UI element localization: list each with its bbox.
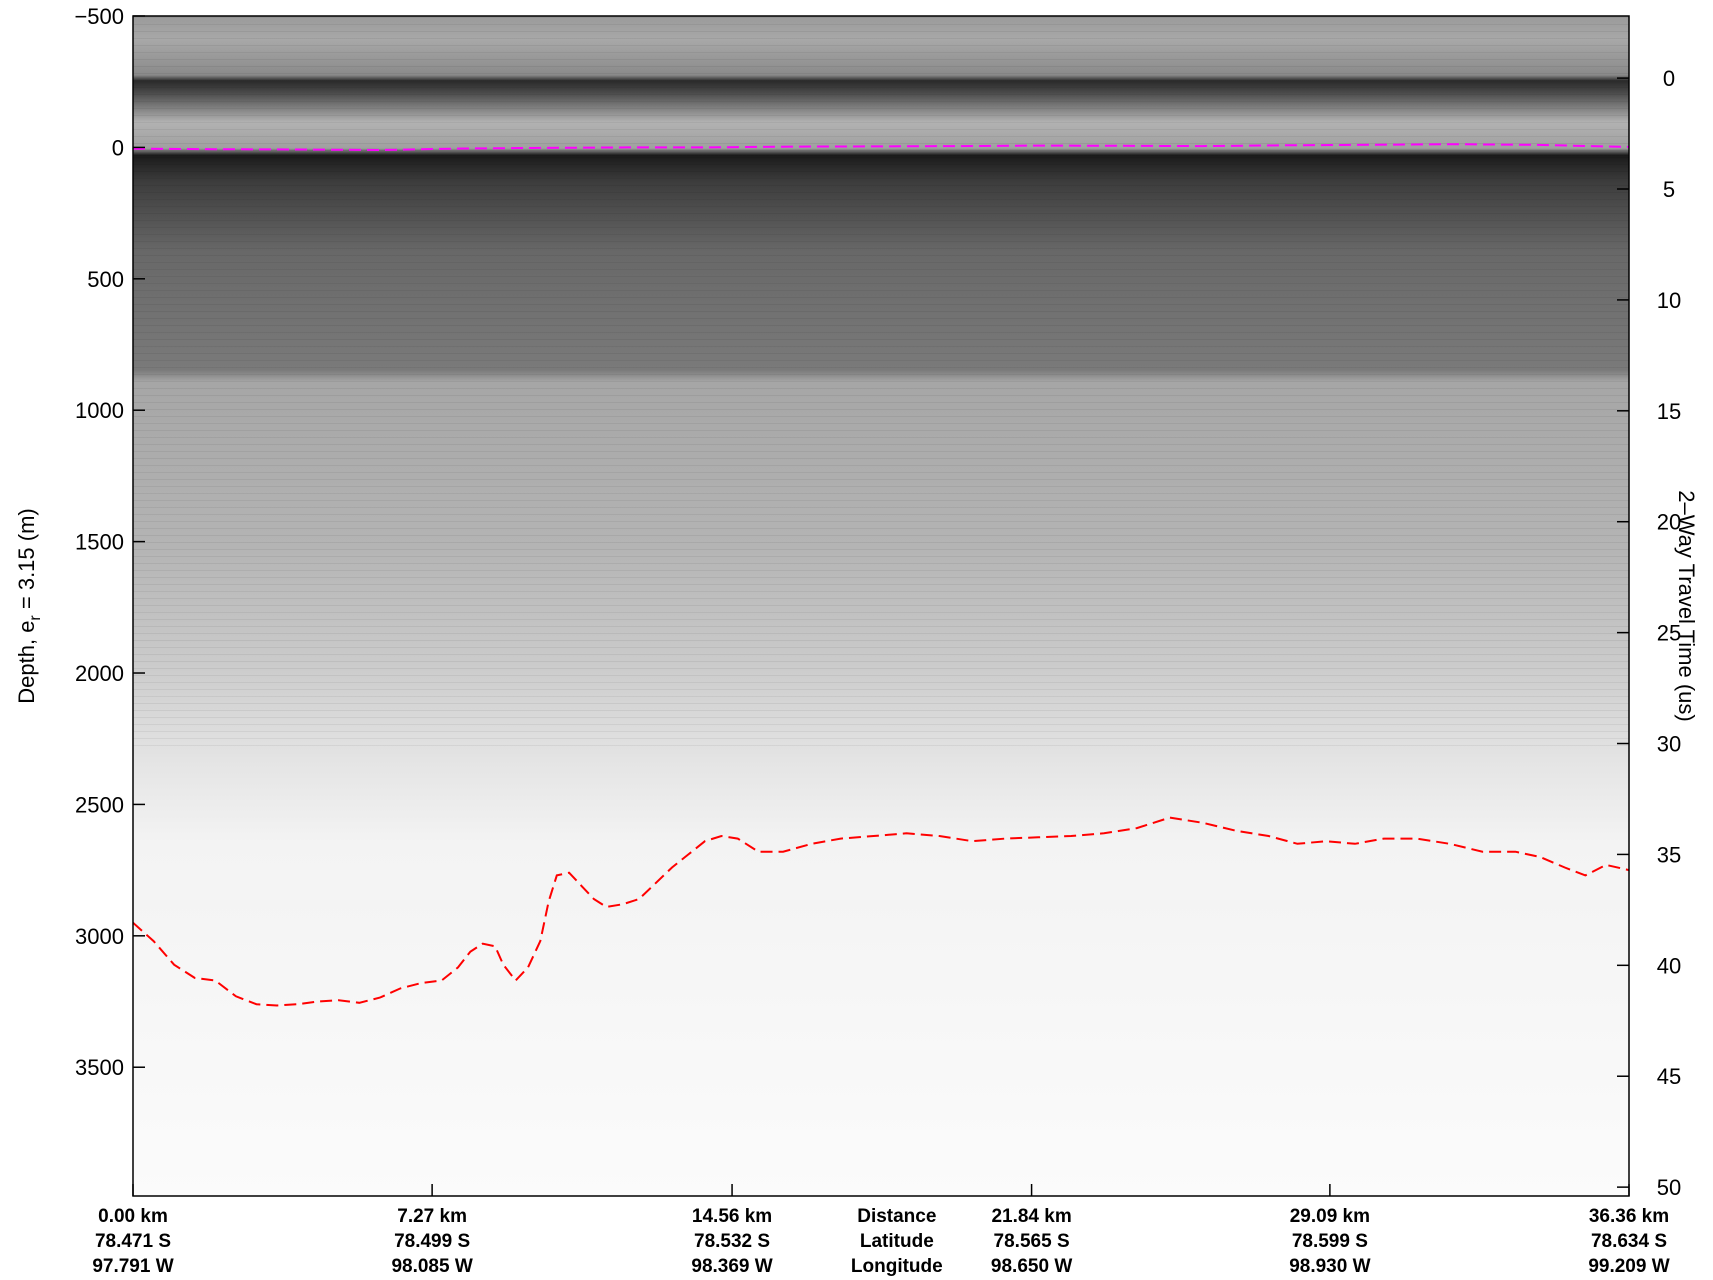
footer-distance-value: 7.27 km xyxy=(397,1206,467,1227)
footer-longitude-row-label: Longitude xyxy=(851,1256,943,1277)
time-tick-label: 40 xyxy=(1657,953,1681,978)
footer-latitude-value: 78.565 S xyxy=(994,1231,1070,1252)
depth-tick-label: 1500 xyxy=(75,530,124,555)
footer-latitude-value: 78.499 S xyxy=(394,1231,470,1252)
footer-longitude-value: 98.085 W xyxy=(391,1256,472,1277)
depth-tick-label: 3000 xyxy=(75,924,124,949)
time-tick-label: 50 xyxy=(1657,1175,1681,1200)
time-axis-label: 2–Way Travel Time (us) xyxy=(1674,490,1699,721)
time-tick-label: 25 xyxy=(1657,621,1681,646)
footer-distance-value: 29.09 km xyxy=(1290,1206,1370,1227)
depth-tick-label: 0 xyxy=(112,135,124,160)
time-tick-label: 45 xyxy=(1657,1064,1681,1089)
time-tick-label: 20 xyxy=(1657,510,1681,535)
footer-latitude-row-label: Latitude xyxy=(860,1231,934,1252)
footer-longitude-value: 99.209 W xyxy=(1588,1256,1669,1277)
time-tick-label: 30 xyxy=(1657,732,1681,757)
footer-distance-value: 0.00 km xyxy=(98,1206,168,1227)
plot-area xyxy=(132,15,1630,1197)
footer-latitude-value: 78.471 S xyxy=(95,1231,171,1252)
footer-longitude-value: 98.930 W xyxy=(1289,1256,1370,1277)
depth-axis: −500 0 500 1000 1500 2000 2500 3000 3500 xyxy=(74,4,145,1080)
depth-axis-label: Depth, er = 3.15 (m) xyxy=(14,508,44,703)
time-tick-label: 35 xyxy=(1657,842,1681,867)
depth-tick-label: 2000 xyxy=(75,661,124,686)
footer-distance-row-label: Distance xyxy=(857,1206,936,1227)
surface-pick-line xyxy=(133,143,1629,152)
depth-tick-label: 2500 xyxy=(75,792,124,817)
depth-axis-label-tail: = 3.15 (m) xyxy=(14,508,39,615)
footer-distance-value: 36.36 km xyxy=(1589,1206,1669,1227)
footer-longitude-value: 98.369 W xyxy=(691,1256,772,1277)
bed-pick-line xyxy=(133,816,1629,1007)
time-tick-label: 15 xyxy=(1657,399,1681,424)
footer-latitude-value: 78.599 S xyxy=(1292,1231,1368,1252)
footer-distance-value: 14.56 km xyxy=(692,1206,772,1227)
footer-distance-value: 21.84 km xyxy=(991,1206,1071,1227)
footer-table: 0.00 km 78.471 S 97.791 W 7.27 km 78.499 S 98… xyxy=(92,1206,1669,1277)
time-axis: 0 5 10 15 20 25 30 35 40 45 50 xyxy=(1617,66,1681,1200)
footer-longitude-value: 97.791 W xyxy=(92,1256,173,1277)
time-tick-label: 5 xyxy=(1663,177,1675,202)
time-tick-label: 10 xyxy=(1657,288,1681,313)
internal-layers-texture xyxy=(133,16,1629,748)
depth-tick-label: 500 xyxy=(87,267,124,292)
depth-tick-label: 1000 xyxy=(75,398,124,423)
footer-latitude-value: 78.532 S xyxy=(694,1231,770,1252)
time-tick-label: 0 xyxy=(1663,66,1675,91)
plot-frame xyxy=(132,15,1630,1197)
depth-tick-label: 3500 xyxy=(75,1055,124,1080)
distance-axis xyxy=(132,1184,1630,1196)
depth-axis-label-main: Depth, e xyxy=(14,621,39,704)
depth-axis-label-subscript: r xyxy=(27,615,44,621)
footer-longitude-value: 98.650 W xyxy=(991,1256,1072,1277)
depth-tick-label: −500 xyxy=(74,4,124,29)
footer-latitude-value: 78.634 S xyxy=(1591,1231,1667,1252)
